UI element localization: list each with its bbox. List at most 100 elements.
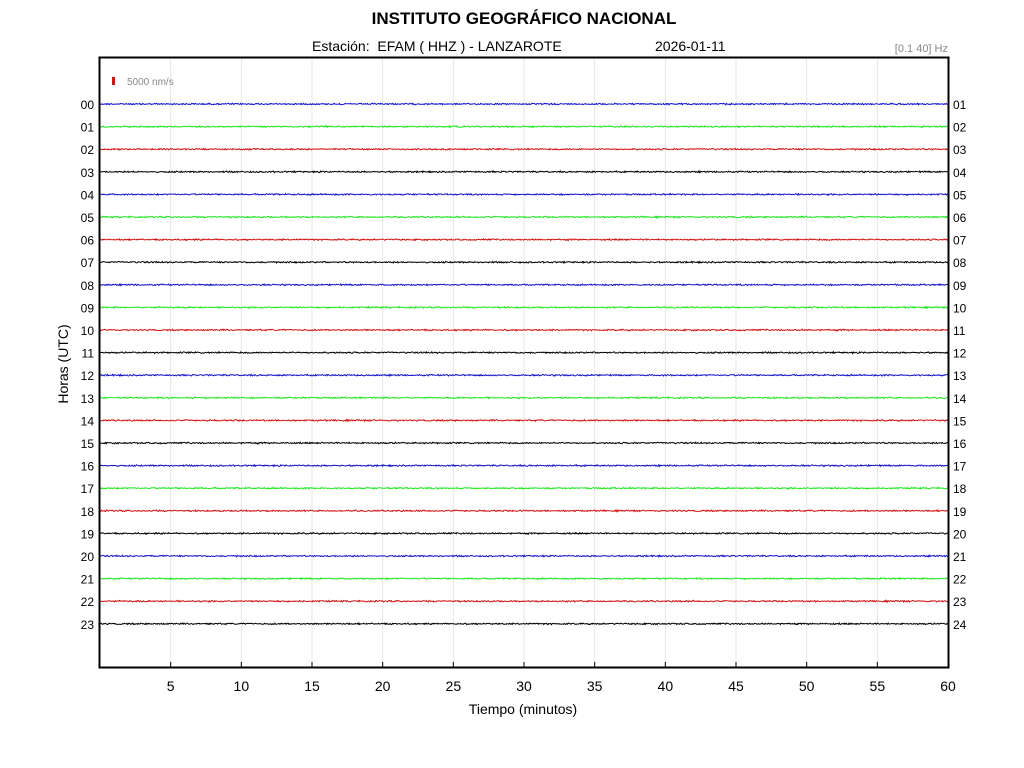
hour-label-left: 01 bbox=[81, 121, 95, 135]
hour-label-left: 23 bbox=[81, 618, 95, 632]
hour-label-right: 04 bbox=[953, 166, 967, 180]
seismic-trace bbox=[99, 305, 949, 310]
hour-label-left: 13 bbox=[81, 392, 95, 406]
hour-label-right: 15 bbox=[953, 414, 967, 428]
hour-label-left: 02 bbox=[81, 143, 95, 157]
hour-label-left: 07 bbox=[81, 256, 95, 270]
hour-label-left: 04 bbox=[81, 188, 95, 202]
grid-lines bbox=[170, 58, 878, 667]
hour-label-left: 12 bbox=[81, 369, 95, 383]
hour-label-left: 00 bbox=[81, 98, 95, 112]
hour-label-left: 16 bbox=[81, 460, 95, 474]
seismic-trace bbox=[99, 373, 949, 378]
x-tick-label: 20 bbox=[375, 678, 391, 694]
seismic-traces bbox=[99, 102, 949, 626]
seismic-trace bbox=[99, 237, 949, 242]
hour-label-right: 06 bbox=[953, 211, 967, 225]
x-tick-label: 50 bbox=[799, 678, 815, 694]
seismic-trace bbox=[99, 576, 948, 581]
x-axis-label: Tiempo (minutos) bbox=[469, 701, 577, 717]
seismic-trace bbox=[99, 622, 948, 626]
hour-label-right: 16 bbox=[953, 437, 967, 451]
record-date: 2026-01-11 bbox=[655, 38, 726, 54]
hour-label-right: 19 bbox=[953, 505, 967, 519]
seismic-trace bbox=[99, 554, 948, 558]
hour-label-left: 20 bbox=[81, 550, 95, 564]
hour-label-left: 05 bbox=[81, 211, 95, 225]
hour-label-right: 23 bbox=[953, 595, 967, 609]
hour-label-left: 09 bbox=[81, 301, 95, 315]
chart-title: INSTITUTO GEOGRÁFICO NACIONAL bbox=[371, 9, 677, 28]
seismic-trace bbox=[99, 124, 948, 129]
seismic-trace bbox=[99, 508, 948, 513]
seismic-trace bbox=[99, 102, 948, 106]
seismic-trace bbox=[99, 599, 949, 604]
hour-label-right: 12 bbox=[953, 347, 967, 361]
seismic-trace bbox=[99, 260, 949, 265]
hour-label-right: 17 bbox=[953, 460, 967, 474]
hour-label-left: 18 bbox=[81, 505, 95, 519]
hour-label-right: 10 bbox=[953, 301, 967, 315]
hour-label-left: 15 bbox=[81, 437, 95, 451]
hour-label-left: 19 bbox=[81, 527, 95, 541]
hour-label-left: 10 bbox=[81, 324, 95, 338]
station-info: Estación: EFAM ( HHZ ) - LANZAROTE bbox=[312, 38, 562, 54]
x-tick-label: 40 bbox=[658, 678, 674, 694]
hour-label-right: 22 bbox=[953, 573, 967, 587]
x-tick-label: 30 bbox=[516, 678, 532, 694]
hour-label-right: 01 bbox=[953, 98, 967, 112]
hour-label-right: 08 bbox=[953, 256, 967, 270]
hour-label-left: 21 bbox=[81, 573, 95, 587]
amplitude-scale: 5000 nm/s bbox=[112, 77, 174, 88]
hour-label-left: 08 bbox=[81, 279, 95, 293]
x-tick-label: 10 bbox=[234, 678, 250, 694]
x-axis-ticks: 5 10 15 20 25 30 35 40 45 50 55 60 bbox=[167, 662, 956, 694]
x-tick-label: 60 bbox=[940, 678, 956, 694]
seismic-trace bbox=[99, 418, 949, 423]
seismic-trace bbox=[99, 486, 948, 490]
left-hour-labels: 00 01 02 03 04 05 06 07 08 09 10 11 12 13 14 15 16 17 18 19… bbox=[81, 98, 95, 632]
seismic-trace bbox=[99, 169, 948, 174]
hour-label-right: 07 bbox=[953, 234, 967, 248]
seismic-trace bbox=[99, 192, 949, 197]
x-tick-label: 35 bbox=[587, 678, 603, 694]
hour-label-right: 13 bbox=[953, 369, 967, 383]
x-tick-label: 25 bbox=[446, 678, 462, 694]
seismic-trace bbox=[99, 531, 948, 536]
seismic-trace bbox=[99, 215, 949, 219]
hour-label-left: 14 bbox=[81, 414, 95, 428]
hour-label-right: 20 bbox=[953, 527, 967, 541]
seismic-trace bbox=[99, 328, 949, 332]
hour-label-left: 03 bbox=[81, 166, 95, 180]
seismic-trace bbox=[99, 283, 948, 287]
hour-label-right: 14 bbox=[953, 392, 967, 406]
y-axis-label: Horas (UTC) bbox=[55, 324, 71, 403]
hour-label-left: 22 bbox=[81, 595, 95, 609]
scale-label: 5000 nm/s bbox=[127, 77, 174, 88]
right-hour-labels: 01 02 03 04 05 06 07 08 09 10 11 12 13 14 15 16 17 18 19 20… bbox=[953, 98, 967, 632]
x-tick-label: 5 bbox=[167, 678, 175, 694]
seismic-trace bbox=[99, 395, 948, 400]
hour-label-left: 11 bbox=[82, 347, 95, 361]
seismic-trace bbox=[100, 147, 948, 151]
hour-label-right: 03 bbox=[953, 143, 967, 157]
x-tick-label: 55 bbox=[870, 678, 886, 694]
scale-bar bbox=[112, 77, 115, 85]
hour-label-right: 05 bbox=[953, 188, 967, 202]
plot-frame bbox=[98, 56, 950, 669]
seismic-trace bbox=[99, 441, 948, 445]
hour-label-left: 06 bbox=[81, 234, 95, 248]
x-tick-label: 45 bbox=[728, 678, 744, 694]
hour-label-right: 02 bbox=[953, 121, 967, 135]
hour-label-right: 18 bbox=[953, 482, 967, 496]
hour-label-right: 09 bbox=[953, 279, 967, 293]
seismic-trace bbox=[99, 463, 948, 468]
x-tick-label: 15 bbox=[304, 678, 320, 694]
filter-band: [0.1 40] Hz bbox=[894, 43, 948, 55]
hour-label-left: 17 bbox=[81, 482, 95, 496]
hour-label-right: 21 bbox=[953, 550, 967, 564]
hour-label-right: 24 bbox=[953, 618, 967, 632]
seismic-trace bbox=[99, 350, 949, 355]
hour-label-right: 11 bbox=[953, 324, 966, 338]
